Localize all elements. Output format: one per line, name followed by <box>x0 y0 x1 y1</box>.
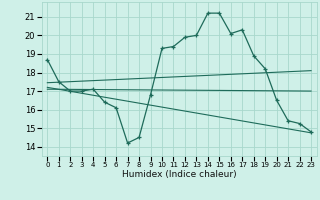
X-axis label: Humidex (Indice chaleur): Humidex (Indice chaleur) <box>122 170 236 179</box>
